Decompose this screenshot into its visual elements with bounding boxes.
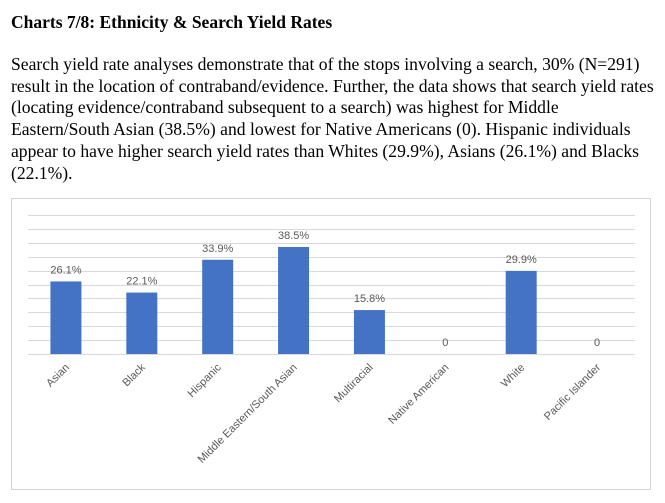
data-label: 0 [594, 337, 600, 349]
data-label: 26.1% [50, 264, 81, 276]
summary-paragraph: Search yield rate analyses demonstrate t… [11, 54, 654, 183]
bar-asian [50, 281, 82, 354]
category-label: Black [120, 361, 148, 389]
data-label: 0 [442, 337, 448, 349]
data-label: 15.8% [354, 293, 385, 305]
bar-middle-eastern-south-asian [278, 246, 310, 354]
bars [50, 246, 537, 354]
category-label: Asian [44, 362, 72, 390]
bar-white [505, 270, 537, 354]
bar-black [126, 292, 158, 354]
category-label: Hispanic [185, 361, 224, 400]
category-label: White [499, 362, 527, 390]
bar-hispanic [202, 259, 234, 354]
chart-frame [11, 198, 651, 490]
data-label: 38.5% [278, 230, 309, 242]
data-label: 29.9% [506, 254, 537, 266]
data-labels: 26.1% 22.1% 33.9% 38.5% 15.8% 0 29.9% 0 [50, 230, 600, 349]
data-label: 22.1% [126, 276, 157, 288]
data-label: 33.9% [202, 243, 233, 255]
bar-multiracial [353, 310, 385, 354]
category-label: Multiracial [332, 362, 375, 405]
category-label: Pacific Islander [542, 361, 603, 422]
section-title: Charts 7/8: Ethnicity & Search Yield Rat… [11, 12, 333, 32]
category-label: Native American [386, 362, 451, 427]
gridlines [28, 215, 635, 355]
